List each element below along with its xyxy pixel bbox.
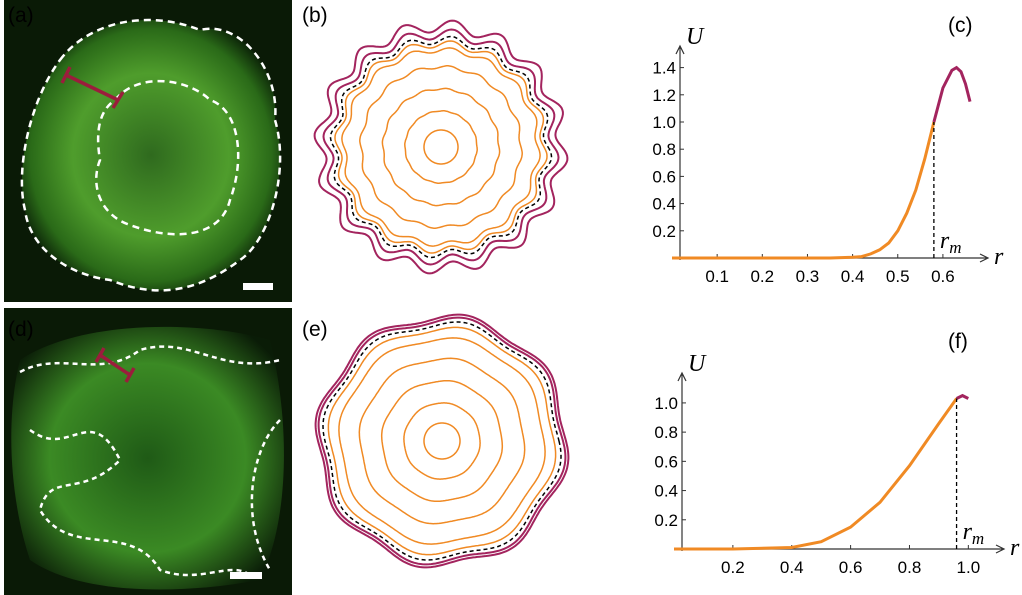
curve [672, 122, 934, 258]
x-tick-label: 0.2 [750, 267, 774, 286]
curve [674, 399, 957, 550]
curve [957, 396, 969, 399]
contour [424, 130, 458, 164]
x-tick-label: 0.5 [886, 267, 910, 286]
figure: (a) (b) (c) (d) (e) (f) r U 0.1 0.2 0.3 0.4 0.5 0.6 0.… [0, 0, 1022, 595]
contour [324, 30, 559, 265]
contour [315, 21, 568, 274]
panel-label: (a) [8, 4, 34, 27]
y-tick-label: 0.6 [652, 167, 676, 186]
y-axis [676, 46, 684, 260]
y-axis [678, 373, 686, 551]
r-m-sub: m [972, 529, 984, 548]
panel-label: (c) [948, 14, 973, 37]
contour [404, 403, 480, 479]
y-tick-label: 0.8 [652, 140, 676, 159]
contour [382, 88, 499, 205]
panel-label: (d) [8, 318, 34, 341]
r-m-label: rm [963, 519, 985, 548]
contour [424, 423, 460, 459]
contour-plots [315, 21, 569, 568]
y-tick-label: 0.2 [652, 222, 676, 241]
contour [323, 322, 561, 560]
contour [331, 37, 552, 258]
curve [934, 68, 970, 122]
contour [382, 381, 503, 502]
y-tick-label: 1.4 [652, 59, 676, 78]
contour [359, 358, 524, 523]
x-tick-label: 0.1 [705, 267, 729, 286]
panel-label: (f) [948, 330, 968, 353]
contour [335, 41, 547, 253]
y-tick-label: 0.6 [654, 452, 678, 471]
x-tick-label: 0.3 [796, 267, 820, 286]
x-tick-label: 0.6 [931, 267, 955, 286]
r-m-label: rm [940, 228, 962, 257]
x-tick-label: 0.6 [839, 558, 863, 577]
x-tick-label: 0.8 [898, 558, 922, 577]
x-axis-label: r [1010, 535, 1020, 561]
x-tick-label: 1.0 [957, 558, 981, 577]
y-tick-label: 1.0 [652, 113, 676, 132]
micrograph-d [4, 308, 292, 595]
panel-label: (e) [302, 318, 328, 341]
x-axis-label: r [994, 244, 1004, 270]
contour [342, 48, 540, 246]
contour [316, 315, 569, 568]
y-tick-label: 0.4 [652, 195, 676, 214]
contour [339, 338, 545, 544]
micrograph-a [4, 0, 292, 302]
y-axis-label: U [686, 24, 705, 50]
y-tick-label: 0.8 [654, 423, 678, 442]
y-tick-label: 0.2 [654, 511, 678, 530]
panel-label: (b) [302, 4, 328, 27]
contour [328, 327, 555, 554]
x-tick-label: 0.4 [841, 267, 865, 286]
y-tick-label: 1.0 [654, 394, 678, 413]
y-tick-label: 0.4 [654, 482, 678, 501]
x-tick-label: 0.4 [780, 558, 804, 577]
contour [405, 111, 477, 183]
r-m-sub: m [949, 238, 961, 257]
x-tick-label: 0.2 [721, 558, 745, 577]
contour [319, 318, 566, 565]
y-tick-label: 1.2 [652, 86, 676, 105]
contour [360, 66, 522, 228]
y-axis-label: U [688, 351, 707, 377]
